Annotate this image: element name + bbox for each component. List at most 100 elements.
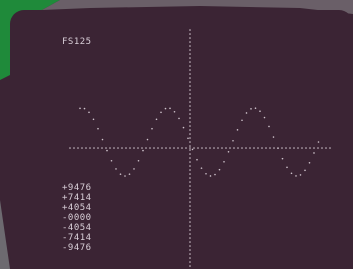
wave-dot — [277, 147, 279, 149]
y-axis-dot — [189, 245, 191, 247]
wave-dot — [165, 108, 167, 110]
wave-dot — [129, 173, 131, 175]
x-axis-dot — [301, 147, 303, 149]
wave-dot — [93, 119, 95, 121]
wave-dot — [169, 108, 171, 110]
wave-dot — [178, 118, 180, 120]
wave-dot — [273, 136, 275, 138]
wave-dot — [219, 169, 221, 171]
y-axis-dot — [189, 45, 191, 47]
x-axis-dot — [173, 147, 175, 149]
y-axis-dot — [189, 77, 191, 79]
x-axis-dot — [129, 147, 131, 149]
screen-label: FS125 — [62, 37, 92, 47]
x-axis-dot — [245, 147, 247, 149]
y-axis-dot — [189, 225, 191, 227]
y-axis-dot — [189, 49, 191, 51]
wave-dot — [241, 119, 243, 121]
wave-dot — [187, 137, 189, 139]
y-axis-dot — [189, 109, 191, 111]
x-axis-dot — [141, 147, 143, 149]
y-axis-dot — [189, 69, 191, 71]
x-axis-dot — [85, 147, 87, 149]
x-axis-dot — [137, 147, 139, 149]
x-axis-dot — [217, 147, 219, 149]
x-axis-dot — [121, 147, 123, 149]
wave-dot — [300, 174, 302, 176]
wave-dot — [286, 167, 288, 169]
x-axis-dot — [317, 147, 319, 149]
y-axis-dot — [189, 237, 191, 239]
readout: -7414 — [62, 233, 92, 243]
x-axis-dot — [221, 147, 223, 149]
y-axis-dot — [189, 257, 191, 259]
y-axis-dot — [189, 141, 191, 143]
y-axis-dot — [189, 209, 191, 211]
y-axis-dot — [189, 241, 191, 243]
x-axis-dot — [321, 147, 323, 149]
wave-dot — [309, 162, 311, 164]
x-axis-dot — [89, 147, 91, 149]
wave-dot — [97, 128, 99, 130]
y-axis-dot — [189, 217, 191, 219]
x-axis-dot — [205, 147, 207, 149]
x-axis-dot — [169, 147, 171, 149]
y-axis-dot — [189, 93, 191, 95]
x-axis-dot — [233, 147, 235, 149]
x-axis-dot — [177, 147, 179, 149]
wave-dot — [120, 173, 122, 175]
wave-dot — [111, 160, 113, 162]
y-axis-dot — [189, 197, 191, 199]
readout: -9476 — [62, 243, 92, 253]
wave-dot — [88, 112, 90, 114]
y-axis-dot — [189, 149, 191, 151]
y-axis-dot — [189, 73, 191, 75]
y-axis-dot — [189, 129, 191, 131]
readout: -4054 — [62, 223, 92, 233]
y-axis-dot — [189, 53, 191, 55]
x-axis-dot — [265, 147, 267, 149]
x-axis-dot — [97, 147, 99, 149]
y-axis-dot — [189, 261, 191, 263]
wave-dot — [205, 173, 207, 175]
wave-dot — [304, 170, 306, 172]
x-axis-dot — [161, 147, 163, 149]
y-axis-dot — [189, 37, 191, 39]
y-axis-dot — [189, 221, 191, 223]
x-axis-dot — [225, 147, 227, 149]
x-axis-dot — [101, 147, 103, 149]
y-axis-dot — [189, 193, 191, 195]
wave-dot — [151, 128, 153, 130]
x-axis-dot — [249, 147, 251, 149]
x-axis-dot — [293, 147, 295, 149]
x-axis-dot — [261, 147, 263, 149]
x-axis-dot — [181, 147, 183, 149]
y-axis-dot — [189, 161, 191, 163]
wave-dot — [142, 150, 144, 152]
x-axis-dot — [285, 147, 287, 149]
wave-dot — [255, 107, 257, 109]
y-axis-dot — [189, 113, 191, 115]
wave-dot — [246, 112, 248, 114]
y-axis-dot — [189, 185, 191, 187]
wave-dot — [196, 159, 198, 161]
x-axis-dot — [229, 147, 231, 149]
y-axis-dot — [189, 145, 191, 147]
y-axis-dot — [189, 33, 191, 35]
y-axis-dot — [189, 189, 191, 191]
x-axis-dot — [125, 147, 127, 149]
y-axis-dot — [189, 213, 191, 215]
y-axis-dot — [189, 177, 191, 179]
y-axis-dot — [189, 29, 191, 31]
wave-dot — [79, 108, 81, 110]
wave-dot — [106, 150, 108, 152]
y-axis-dot — [189, 137, 191, 139]
x-axis-dot — [153, 147, 155, 149]
wave-dot — [250, 108, 252, 110]
x-axis-dot — [201, 147, 203, 149]
x-axis-dot — [113, 147, 115, 149]
y-axis-dot — [189, 81, 191, 83]
x-axis-dot — [149, 147, 151, 149]
x-axis-dot — [109, 147, 111, 149]
x-axis-dot — [281, 147, 283, 149]
